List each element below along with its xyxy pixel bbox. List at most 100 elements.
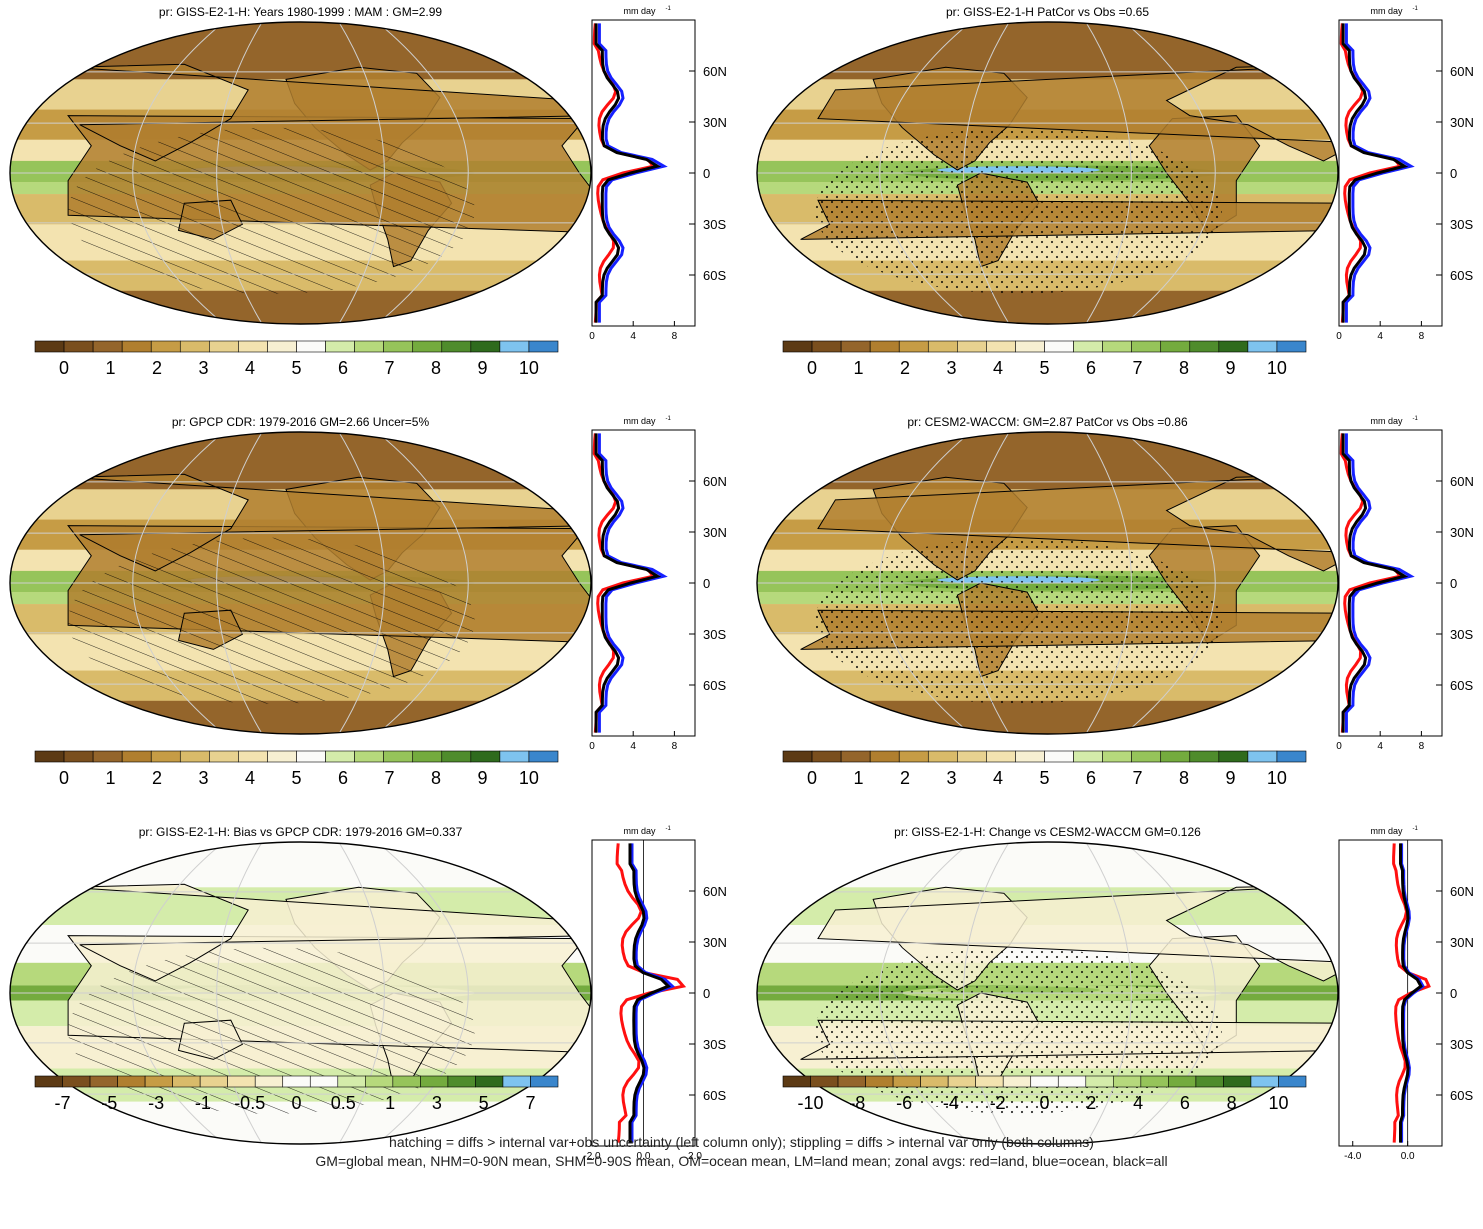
colorbar-swatch (927, 750, 958, 763)
colorbar-tick-label: 0 (1039, 1093, 1049, 1113)
colorbar-swatch (144, 1075, 173, 1088)
profile-x-label: 4 (630, 741, 636, 752)
graticule-meridian (1123, 432, 1216, 734)
colorbar-2: 0 1 2 3 4 5 6 7 8 9 10 (782, 340, 1307, 378)
colorbar-swatch (447, 1075, 476, 1088)
colorbar-swatch (1168, 1075, 1197, 1088)
graticule-meridian (338, 432, 385, 734)
profile-lat-label: 60S (1450, 678, 1473, 693)
profile-lat-label: 60S (703, 1088, 726, 1103)
graticule-meridian (1085, 432, 1132, 734)
map-panel-1: pr: GISS-E2-1-H: Years 1980-1999 : MAM :… (9, 5, 592, 325)
colorbar-swatch (238, 750, 268, 763)
colorbar-swatch (1195, 1075, 1224, 1088)
colorbar-swatch (254, 1075, 284, 1088)
profile-units-exponent: -1 (666, 416, 672, 422)
map-outline (756, 21, 1339, 325)
colorbar-tick-label: 7 (1132, 358, 1142, 378)
colorbar-tick-label: -6 (896, 1093, 912, 1113)
map-title: pr: GISS-E2-1-H: Change vs CESM2-WACCM G… (894, 825, 1201, 839)
colorbar-tick-label: 3 (199, 358, 209, 378)
profile-x-label: 0.0 (1401, 1151, 1415, 1162)
profile-lat-label: 30N (703, 115, 727, 130)
colorbar-swatch (209, 750, 239, 763)
zonal-profile-6: mm day -1 60N 30N 0 30S 60S -4.0 0.0 (1338, 826, 1474, 1162)
colorbar-tick-label: 8 (1227, 1093, 1237, 1113)
profile-units-label: mm day (623, 826, 656, 836)
colorbar-swatch (1223, 1075, 1252, 1088)
colorbar-tick-label: 3 (432, 1093, 442, 1113)
map-zonal-band (757, 22, 1338, 80)
colorbar-swatch (199, 1075, 228, 1088)
profile-x-label: 0.0 (637, 1151, 651, 1162)
colorbar-tick-label: 1 (106, 768, 116, 788)
colorbar-tick-label: -3 (148, 1093, 164, 1113)
map-field (10, 432, 591, 734)
colorbar-swatch (927, 340, 958, 353)
colorbar-swatch (121, 340, 152, 353)
colorbar-tick-label: 0.5 (331, 1093, 356, 1113)
profile-lat-label: 30S (703, 627, 726, 642)
colorbar-tick-label: 1 (106, 358, 116, 378)
colorbar-tick-label: 1 (854, 358, 864, 378)
colorbar-tick-label: 6 (1086, 358, 1096, 378)
colorbar-swatch (920, 1075, 949, 1088)
colorbar-swatch (975, 1075, 1004, 1088)
profile-units-exponent: -1 (1413, 826, 1419, 832)
profile-lat-label: 30S (1450, 627, 1473, 642)
graticule-meridian (879, 432, 972, 734)
graticule-meridian (376, 842, 469, 1144)
zonal-profile-4: mm day -1 60N 30N 0 30S 60S 0 4 8 (1336, 416, 1474, 752)
profile-x-label: 8 (672, 331, 678, 342)
colorbar-swatch (441, 340, 472, 353)
colorbar-swatch (470, 340, 501, 353)
profile-units-label: mm day (623, 416, 656, 426)
colorbar-swatch (502, 1075, 531, 1088)
colorbar-tick-label: 2 (152, 768, 162, 788)
colorbar-swatch (296, 750, 326, 763)
profile-curve-all (1399, 843, 1423, 1143)
colorbar-tick-label: 1 (854, 768, 864, 788)
colorbar-tick-label: 10 (519, 768, 539, 788)
map-title: pr: GPCP CDR: 1979-2016 GM=2.66 Uncer=5% (172, 415, 430, 429)
map-outline (9, 431, 592, 735)
graticule-meridian (963, 21, 1010, 324)
colorbar-swatch (172, 1075, 201, 1088)
colorbar-tick-label: 1 (385, 1093, 395, 1113)
colorbar-1: 0 1 2 3 4 5 6 7 8 9 10 (34, 340, 559, 378)
colorbar-swatch (1189, 750, 1220, 763)
colorbar-tick-label: 6 (338, 768, 348, 788)
profile-units-exponent: -1 (666, 826, 672, 832)
graticule-meridian (963, 432, 1010, 734)
colorbar-tick-label: 0 (59, 768, 69, 788)
colorbar-tick-label: -7 (55, 1093, 71, 1113)
colorbar-tick-label: 7 (384, 768, 394, 788)
colorbar-swatch (92, 750, 123, 763)
map-title: pr: GISS-E2-1-H PatCor vs Obs =0.65 (946, 5, 1149, 19)
graticule-meridian (132, 21, 225, 324)
profile-lat-label: 60S (1450, 1088, 1473, 1103)
graticule-meridian (132, 842, 225, 1144)
colorbar-swatch (1085, 1075, 1114, 1088)
profile-x-label: 8 (672, 741, 678, 752)
colorbar-swatch (1247, 750, 1278, 763)
colorbar-swatch (840, 340, 871, 353)
profile-lat-label: 60S (703, 268, 726, 283)
map-panel-2: pr: GISS-E2-1-H PatCor vs Obs =0.65 (756, 5, 1339, 325)
colorbar-tick-label: 7 (1132, 768, 1142, 788)
colorbar-tick-label: 3 (199, 768, 209, 788)
colorbar-3: 0 1 2 3 4 5 6 7 8 9 10 (34, 750, 559, 788)
colorbar-swatch (1160, 750, 1191, 763)
colorbar-swatch (530, 1075, 559, 1088)
profile-frame (1338, 839, 1443, 1147)
colorbar-tick-label: 5 (1039, 358, 1049, 378)
map-title: pr: GISS-E2-1-H: Years 1980-1999 : MAM :… (159, 5, 442, 19)
map-outline (756, 431, 1339, 735)
colorbar-swatch (412, 750, 443, 763)
map-zonal-band (10, 842, 591, 888)
colorbar-swatch (1102, 340, 1132, 353)
colorbar-swatch (1102, 750, 1132, 763)
profile-x-label: 0 (1336, 331, 1342, 342)
colorbar-swatch (354, 750, 384, 763)
zonal-profile-5: mm day -1 60N 30N 0 30S 60S -2.0 0.0 2.0 (583, 826, 726, 1162)
